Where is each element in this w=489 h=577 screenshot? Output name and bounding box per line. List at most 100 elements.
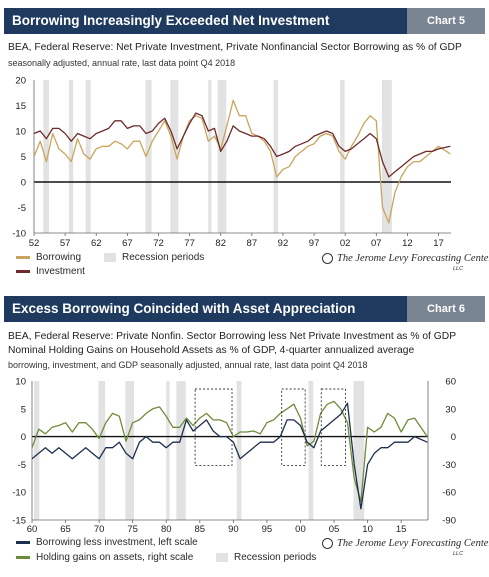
chart5-chip: Chart 5 <box>407 8 485 34</box>
x-tick-label: 87 <box>247 238 258 249</box>
x-tick-label: 75 <box>127 524 138 532</box>
recession-band-7 <box>353 381 365 520</box>
x-tick-label: 05 <box>329 524 340 532</box>
recession-band-9 <box>381 80 392 233</box>
y-left-tick-label: -15 <box>12 516 26 527</box>
x-tick-label: 17 <box>433 238 444 249</box>
chart6-legend-borrow-less-label: Borrowing less investment, left scale <box>36 537 198 548</box>
chart5-logo-text: The Jerome Levy Forecasting Center <box>337 253 489 264</box>
y-tick-label: -5 <box>18 203 26 214</box>
highlight-box-0 <box>194 388 233 466</box>
investment-line <box>33 112 451 178</box>
y-tick-label: 15 <box>15 101 26 112</box>
levy-logo-icon <box>322 253 333 264</box>
chart6-panel: Excess Borrowing Coincided with Asset Ap… <box>0 290 489 577</box>
recession-swatch-2 <box>216 553 228 562</box>
y-tick-label: 20 <box>15 76 26 87</box>
chart5-panel: Borrowing Increasingly Exceeded Net Inve… <box>4 8 489 277</box>
x-tick-label: 80 <box>161 524 172 532</box>
chart6-subtitle-3: borrowing, investment, and GDP seasonall… <box>8 360 368 370</box>
y-right-tick-label: 0 <box>451 432 456 443</box>
chart5-legend-investment-label: Investment <box>36 266 85 277</box>
highlight-box-1 <box>281 388 306 466</box>
x-tick-label: 72 <box>153 238 164 249</box>
y-left-tick-label: 5 <box>21 404 26 415</box>
borrowing-line <box>33 99 451 224</box>
y-left-tick-label: -5 <box>18 460 26 471</box>
chart5-legend-borrowing: Borrowing <box>16 252 81 263</box>
chart6-header: Excess Borrowing Coincided with Asset Ap… <box>4 296 485 322</box>
x-tick-label: 62 <box>91 238 102 249</box>
y-tick-label: 0 <box>21 178 26 189</box>
x-tick-label: 12 <box>402 238 413 249</box>
x-tick-label: 97 <box>309 238 320 249</box>
chart6-legend-borrow-less: Borrowing less investment, left scale <box>16 537 198 548</box>
chart5-legend-recession-label: Recession periods <box>122 252 205 263</box>
recession-band-3 <box>166 381 170 520</box>
recession-band-4 <box>176 381 186 520</box>
x-tick-label: 65 <box>60 524 71 532</box>
chart6-legend-holding: Holding gains on assets, right scale <box>16 552 193 563</box>
chart6-title: Excess Borrowing Coincided with Asset Ap… <box>12 301 356 316</box>
x-tick-label: 02 <box>340 238 351 249</box>
chart6-legend-holding-label: Holding gains on assets, right scale <box>36 552 194 563</box>
y-tick-label: 10 <box>15 127 26 138</box>
chart5-legend-investment: Investment <box>16 266 85 277</box>
x-tick-label: 92 <box>278 238 289 249</box>
recession-band-2 <box>85 80 91 233</box>
x-tick-label: 95 <box>262 524 273 532</box>
chart5-header: Borrowing Increasingly Exceeded Net Inve… <box>4 8 485 34</box>
borrow-less-swatch <box>16 541 30 544</box>
chart6-chip: Chart 6 <box>407 296 485 322</box>
y-tick-label: -10 <box>12 229 26 240</box>
chart5-legend-borrowing-label: Borrowing <box>36 252 82 263</box>
y-left-tick-label: -10 <box>12 488 26 499</box>
x-tick-label: 90 <box>228 524 239 532</box>
borrowing-less-investment-line <box>31 402 428 510</box>
recession-band-1 <box>68 80 74 233</box>
x-tick-label: 10 <box>362 524 373 532</box>
borrowing-swatch <box>16 256 30 259</box>
y-left-tick-label: 0 <box>21 432 26 443</box>
y-right-tick-label: 60 <box>445 377 456 388</box>
recession-band-7 <box>273 80 278 233</box>
x-tick-label: 70 <box>94 524 105 532</box>
chart6-legend-recession: Recession periods <box>216 552 316 563</box>
levy-logo-icon-2 <box>322 538 333 549</box>
recession-band-4 <box>170 80 179 233</box>
chart5-subtitle-2: seasonally adjusted, annual rate, last d… <box>8 58 236 68</box>
x-tick-label: 82 <box>215 238 226 249</box>
recession-band-1 <box>98 381 106 520</box>
recession-band-6 <box>217 80 227 233</box>
chart6-logo-llc: LLC <box>453 551 464 557</box>
x-tick-label: 52 <box>29 238 40 249</box>
chart5-subtitle-1: BEA, Federal Reserve: Net Private Invest… <box>8 42 462 53</box>
chart5-logo: The Jerome Levy Forecasting Center <box>322 253 489 264</box>
x-tick-label: 00 <box>295 524 306 532</box>
y-left-tick-label: 10 <box>15 377 26 388</box>
x-tick-label: 07 <box>371 238 382 249</box>
y-right-tick-label: 30 <box>445 404 456 415</box>
y-tick-label: 5 <box>21 152 26 163</box>
holding-swatch <box>16 556 30 559</box>
y-right-tick-label: -90 <box>442 516 456 527</box>
chart6-logo: The Jerome Levy Forecasting Center <box>322 538 489 549</box>
chart6-legend-recession-label: Recession periods <box>234 552 317 563</box>
investment-swatch <box>16 270 30 273</box>
x-tick-label: 15 <box>396 524 407 532</box>
x-tick-label: 60 <box>27 524 38 532</box>
holding-gains-line <box>31 400 428 503</box>
x-tick-label: 85 <box>195 524 206 532</box>
chart6-logo-text: The Jerome Levy Forecasting Center <box>337 538 489 549</box>
recession-band-2 <box>125 381 135 520</box>
x-tick-label: 57 <box>60 238 71 249</box>
chart5-logo-llc: LLC <box>453 266 464 272</box>
recession-band-6 <box>308 381 314 520</box>
chart6-subtitle-2: Nominal Holding Gains on Household Asset… <box>8 345 415 356</box>
highlight-box-2 <box>320 388 346 466</box>
chart5-legend-recession: Recession periods <box>104 252 204 263</box>
chart5-title: Borrowing Increasingly Exceeded Net Inve… <box>12 13 330 28</box>
recession-swatch <box>104 253 116 262</box>
